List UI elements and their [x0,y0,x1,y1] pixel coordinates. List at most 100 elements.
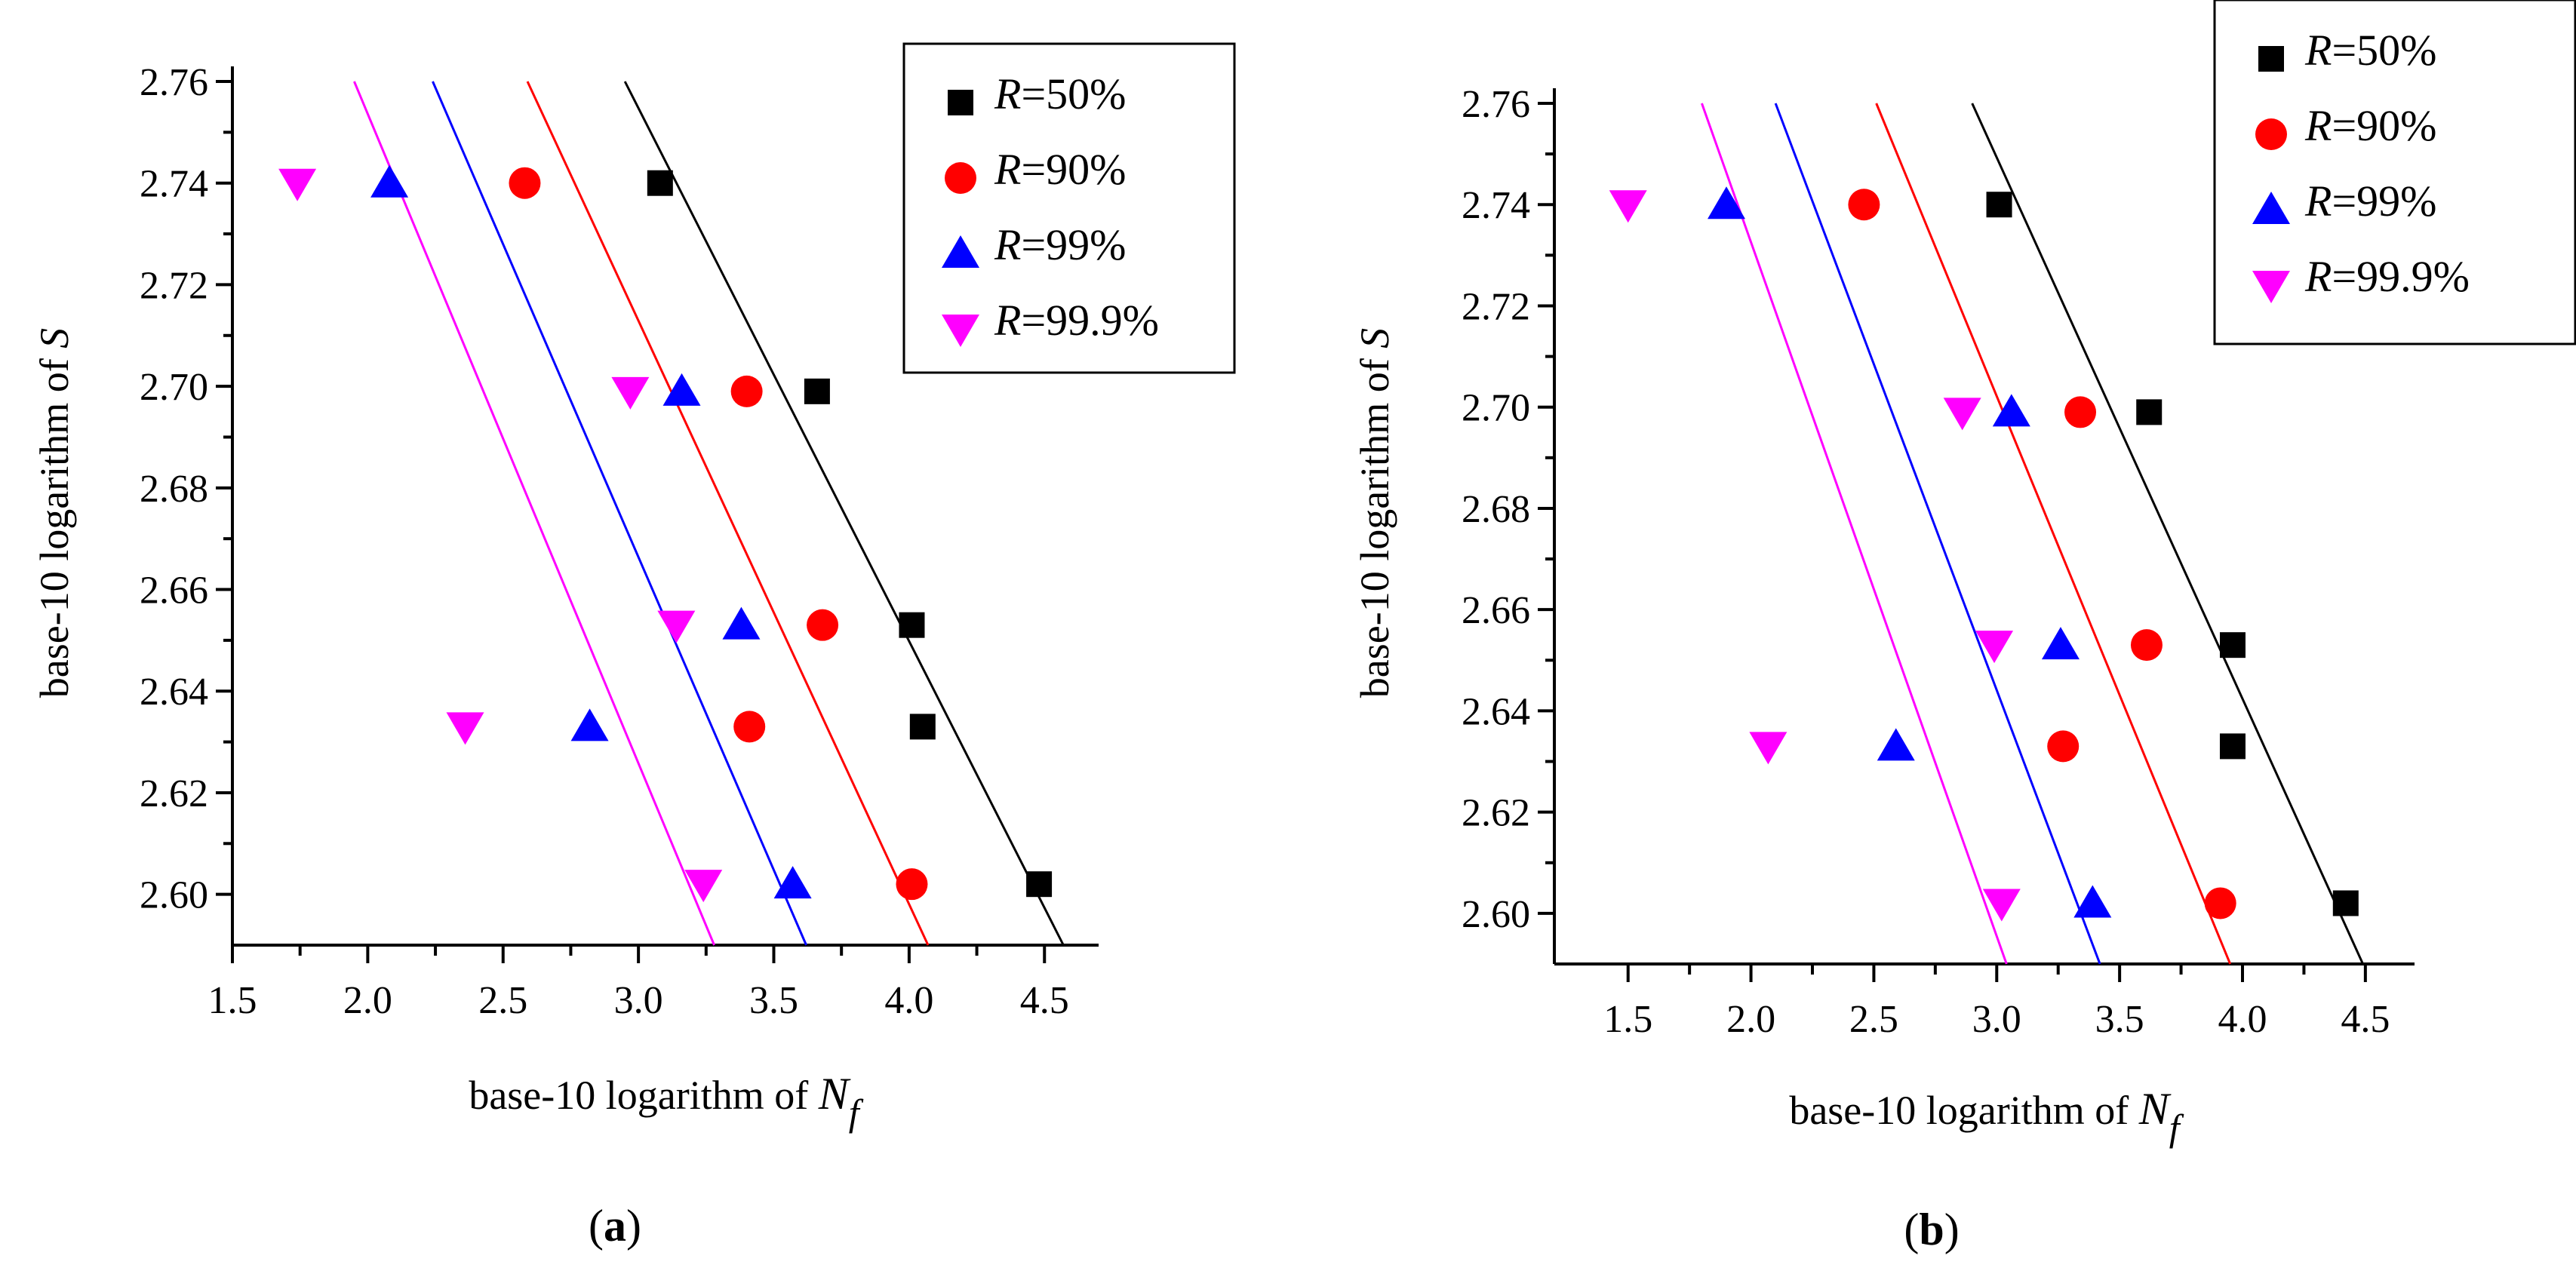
data-point-r999 [1982,889,2021,922]
data-point-r999 [1943,398,1981,431]
data-point-r999 [278,168,317,201]
data-point-r50 [899,612,925,638]
fit-line-r99 [432,81,807,946]
y-tick-label: 2.66 [140,569,208,612]
data-point-r90 [2130,629,2163,662]
data-point-r50 [1986,192,2012,218]
legend-marker-r90 [945,162,976,194]
x-tick-label: 2.5 [1849,998,1898,1041]
data-point-r90 [807,609,839,641]
data-point-r90 [1848,189,1880,221]
legend-marker-r999 [942,315,979,347]
data-point-r90 [2047,730,2080,763]
data-point-r999 [1749,732,1788,765]
x-tick-label: 3.5 [749,979,798,1022]
x-tick-label: 1.5 [208,979,257,1022]
chart-panel-a: 2.60 2.62 2.64 2.66 2.68 2.70 2.72 2.74 2.76 1.5 2… [32,42,1236,1251]
data-point-r50 [804,378,830,404]
legend-marker-r90 [2255,118,2287,150]
x-tick-label: 1.5 [1603,998,1652,1041]
y-axis-label: base-10 logarithm of S [32,328,77,698]
fit-line-r99 [1774,103,2101,965]
legend-label-r999: R=99.9% [994,296,1159,345]
data-point-r99 [1708,186,1745,219]
data-point-r999 [1975,631,2014,664]
data-point-r50 [2219,632,2246,658]
fit-line-r999 [1701,103,2008,965]
x-tick-label: 4.0 [2218,998,2267,1041]
y-tick-label: 2.76 [140,61,208,104]
data-point-r99 [2073,885,2112,918]
y-tick-label: 2.64 [140,671,208,714]
data-point-r99 [2041,627,2080,660]
data-point-r50 [2136,399,2163,425]
y-tick-label: 2.66 [1462,589,1530,632]
y-tick-label: 2.74 [140,163,208,206]
data-point-r99 [370,164,409,198]
y-tick-label: 2.64 [1462,690,1530,733]
y-tick-label: 2.70 [140,366,208,409]
data-point-r99 [1877,728,1915,761]
legend-label-r50: R=50% [994,69,1126,118]
x-tick-label: 2.0 [1726,998,1775,1041]
legend-marker-r50 [948,90,973,115]
x-tick-label: 3.5 [2095,998,2144,1041]
data-point-r99 [773,866,812,899]
data-point-r90 [2064,396,2097,428]
data-point-r50 [647,170,673,196]
legend-label-r999: R=99.9% [2304,252,2470,301]
fit-line-r50 [1971,103,2364,965]
y-tick-label: 2.76 [1462,83,1530,126]
x-axis-label: base-10 logarithm of Nf [1789,1084,2184,1149]
y-tick-label: 2.60 [1462,893,1530,936]
data-point-r90 [733,711,766,743]
x-tick-label: 3.0 [614,979,663,1022]
y-tick-label: 2.70 [1462,387,1530,430]
y-tick-label: 2.62 [140,772,208,815]
data-point-r99 [1992,394,2030,427]
y-tick-label: 2.62 [1462,792,1530,835]
fit-line-r90 [1875,103,2232,965]
y-tick-label: 2.60 [140,874,208,917]
legend-marker-r99 [942,235,979,268]
data-point-r99 [570,708,609,741]
legend-marker-r50 [2258,46,2284,72]
data-point-r50 [1026,871,1053,898]
data-point-r50 [909,714,936,740]
data-point-r90 [896,868,928,901]
y-tick-label: 2.74 [1462,184,1530,227]
fit-line-r90 [526,81,930,946]
data-point-r999 [684,870,723,903]
fit-line-r50 [623,81,1065,946]
y-tick-label: 2.68 [1462,488,1530,531]
data-point-r99 [662,373,701,406]
y-tick-label: 2.68 [140,468,208,511]
data-point-r90 [2204,887,2236,919]
legend-marker-r999 [2252,271,2290,303]
y-tick-label: 2.72 [1462,285,1530,328]
data-point-r999 [657,610,696,643]
data-point-r999 [446,712,484,745]
legend-marker-r99 [2252,192,2290,224]
data-point-r50 [2332,890,2359,916]
data-point-r90 [509,167,541,199]
panel-caption-a: (a) [589,1201,641,1251]
fit-line-r999 [353,81,715,946]
legend-label-r90: R=90% [994,145,1126,194]
x-tick-label: 4.0 [884,979,933,1022]
y-tick-label: 2.72 [140,264,208,307]
data-point-r99 [722,606,761,640]
x-tick-label: 2.0 [343,979,392,1022]
y-axis-label: base-10 logarithm of S [1352,328,1397,698]
legend-label-r90: R=90% [2304,101,2436,150]
legend-label-r99: R=99% [994,220,1126,269]
data-point-r90 [730,375,763,407]
legend-label-r99: R=99% [2304,177,2436,226]
panel-caption-b: (b) [1904,1205,1959,1254]
legend-label-r50: R=50% [2304,26,2436,75]
x-tick-label: 2.5 [478,979,527,1022]
x-tick-label: 4.5 [2341,998,2390,1041]
data-point-r999 [611,376,650,410]
x-axis-label: base-10 logarithm of Nf [469,1069,863,1134]
